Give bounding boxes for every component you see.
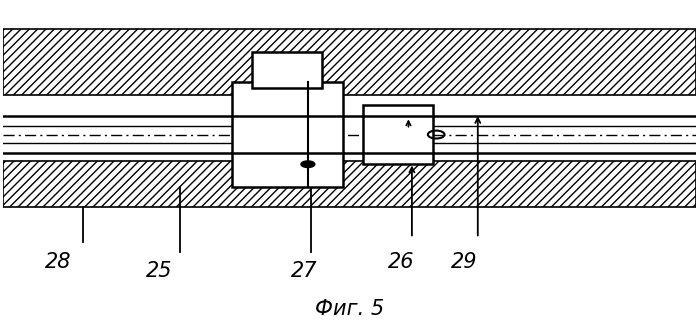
- Bar: [231, 82, 343, 187]
- Bar: [252, 52, 322, 88]
- Text: 28: 28: [45, 252, 71, 271]
- Bar: [3, 29, 696, 95]
- Bar: [363, 105, 433, 164]
- Text: 29: 29: [451, 252, 477, 271]
- Bar: [363, 105, 433, 164]
- Text: 25: 25: [145, 261, 172, 281]
- Bar: [231, 82, 343, 187]
- Text: Фиг. 5: Фиг. 5: [315, 299, 384, 319]
- Circle shape: [301, 161, 315, 168]
- Text: 27: 27: [291, 261, 317, 281]
- Bar: [252, 52, 322, 88]
- Bar: [3, 161, 696, 207]
- Text: 26: 26: [388, 252, 415, 271]
